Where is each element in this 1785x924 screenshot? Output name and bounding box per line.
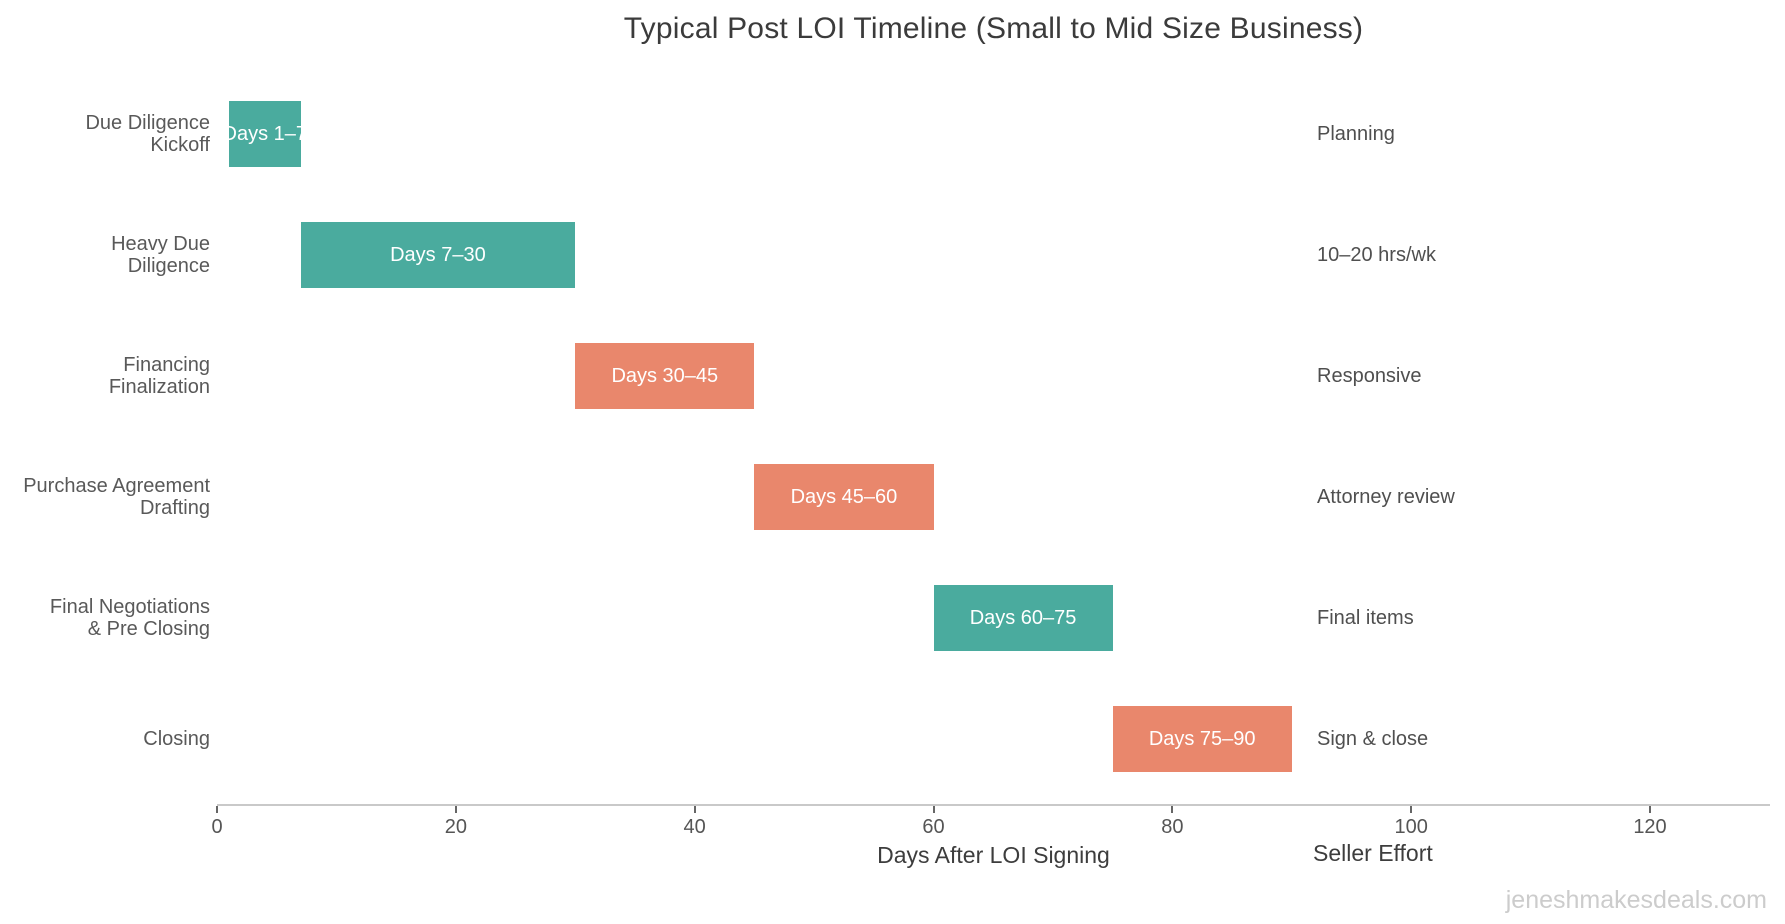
bar-label: Days 30–45 bbox=[611, 364, 719, 387]
axis-tick-mark bbox=[693, 806, 696, 813]
axis-tick-mark bbox=[1171, 806, 1174, 813]
chart-title: Typical Post LOI Timeline (Small to Mid … bbox=[623, 12, 1364, 45]
task-label: Final Negotiations & Pre Closing bbox=[49, 596, 210, 640]
task-bar: Days 30–45 bbox=[575, 343, 755, 409]
task-note: 10–20 hrs/wk bbox=[1317, 243, 1436, 266]
bar-label: Days 45–60 bbox=[790, 485, 898, 508]
bar-label: Days 1–7 bbox=[228, 122, 301, 145]
axis-tick-label: 20 bbox=[444, 816, 467, 838]
axis-tick-mark bbox=[1410, 806, 1413, 813]
task-note: Planning bbox=[1317, 122, 1395, 145]
task-note: Sign & close bbox=[1317, 727, 1429, 750]
task-label: Closing bbox=[143, 728, 210, 750]
axis-tick-label: 100 bbox=[1394, 816, 1428, 838]
axis-tick-label: 40 bbox=[683, 816, 706, 838]
bar-label: Days 7–30 bbox=[390, 243, 486, 266]
task-bar: Days 60–75 bbox=[933, 585, 1113, 651]
x-axis-line bbox=[217, 804, 1770, 806]
axis-tick-mark bbox=[932, 806, 935, 813]
axis-tick-label: 60 bbox=[922, 816, 945, 838]
axis-tick-mark bbox=[216, 806, 218, 813]
bar-label: Days 60–75 bbox=[969, 606, 1077, 629]
task-bar: Days 75–90 bbox=[1112, 706, 1292, 772]
task-note: Responsive bbox=[1317, 364, 1422, 387]
x-axis-title: Days After LOI Signing bbox=[877, 842, 1110, 868]
task-label: Due Diligence Kickoff bbox=[85, 112, 210, 156]
seller-effort-header: Seller Effort bbox=[1313, 840, 1433, 866]
task-label: Purchase Agreement Drafting bbox=[23, 475, 210, 519]
axis-tick-mark bbox=[454, 806, 457, 813]
task-bar: Days 7–30 bbox=[300, 222, 576, 288]
bar-label: Days 75–90 bbox=[1148, 727, 1256, 750]
axis-tick-label: 80 bbox=[1161, 816, 1184, 838]
task-note: Final items bbox=[1317, 606, 1414, 629]
task-note: Attorney review bbox=[1317, 485, 1455, 508]
axis-tick-mark bbox=[1649, 806, 1651, 813]
axis-tick-label: 120 bbox=[1633, 816, 1667, 838]
task-bar: Days 45–60 bbox=[754, 464, 934, 530]
axis-tick-label: 0 bbox=[211, 816, 223, 838]
task-bar: Days 1–7 bbox=[228, 101, 301, 167]
watermark-text: jeneshmakesdeals.com bbox=[1505, 886, 1767, 914]
task-label: Heavy Due Diligence bbox=[111, 233, 210, 277]
task-label: Financing Finalization bbox=[108, 354, 210, 398]
